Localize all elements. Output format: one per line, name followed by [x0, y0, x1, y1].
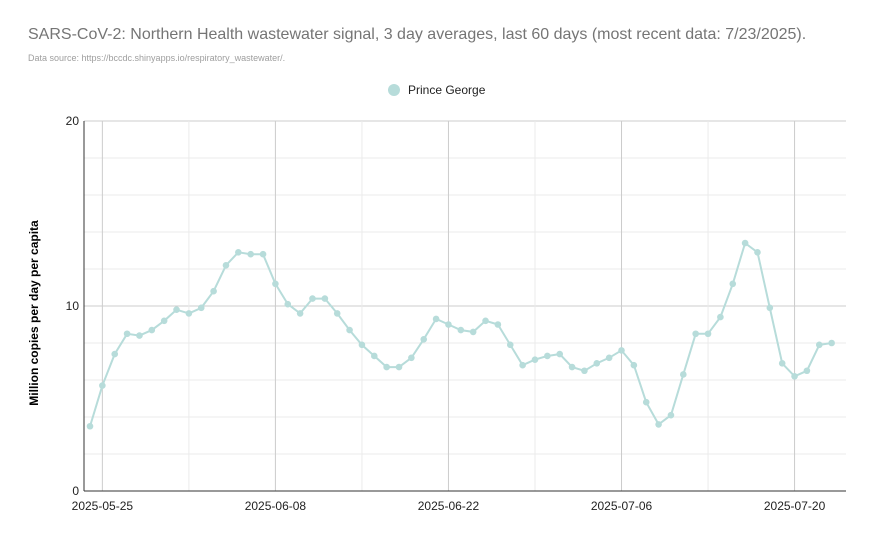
- data-point: [605, 354, 613, 362]
- data-point: [197, 304, 205, 312]
- data-point: [704, 330, 712, 338]
- data-point: [791, 373, 798, 380]
- data-point: [99, 382, 106, 389]
- data-point: [370, 352, 378, 360]
- chart-subtitle: Data source: https://bccdc.shinyapps.io/…: [28, 53, 286, 63]
- data-point: [655, 421, 662, 428]
- data-point: [754, 249, 761, 256]
- data-point: [284, 300, 292, 308]
- data-point: [321, 295, 329, 302]
- data-point: [432, 315, 440, 323]
- data-point: [519, 361, 526, 369]
- grid: [83, 120, 846, 492]
- data-point: [457, 326, 465, 334]
- x-tick-label: 2025-05-25: [72, 499, 134, 513]
- data-point: [309, 295, 316, 302]
- data-point: [296, 310, 304, 317]
- data-point: [729, 280, 737, 288]
- x-tick-label: 2025-06-22: [418, 499, 480, 513]
- data-point: [160, 317, 168, 325]
- data-point: [383, 363, 390, 371]
- series-prince-george: [86, 239, 835, 430]
- data-point: [581, 367, 588, 375]
- data-point: [568, 363, 576, 371]
- data-point: [222, 262, 230, 269]
- y-tick-label: 0: [72, 484, 79, 498]
- chart-title: SARS-CoV-2: Northern Health wastewater s…: [28, 26, 807, 43]
- data-point: [692, 330, 699, 338]
- data-point: [333, 310, 341, 317]
- data-point: [717, 313, 724, 321]
- legend-swatch: [388, 84, 400, 96]
- x-tick-label: 2025-07-06: [591, 499, 653, 513]
- data-point: [778, 360, 786, 367]
- data-point: [210, 287, 217, 295]
- data-point: [556, 350, 564, 358]
- data-point: [815, 341, 823, 349]
- data-point: [272, 280, 279, 288]
- data-point: [136, 332, 143, 339]
- data-point: [618, 347, 625, 354]
- data-point: [630, 361, 638, 369]
- series-line: [89, 241, 832, 427]
- data-point: [506, 341, 514, 349]
- y-tick-label: 10: [66, 299, 80, 313]
- x-tick-label: 2025-06-08: [245, 499, 307, 513]
- data-point: [828, 339, 835, 347]
- data-point: [420, 336, 428, 343]
- y-axis-label: Million copies per day per capita: [27, 220, 41, 406]
- data-point: [235, 249, 242, 256]
- axis-ticks: 0 10 20 2025-05-25 2025-06-08 2025-06-22 2025-…: [66, 114, 826, 513]
- data-point: [148, 326, 156, 334]
- data-point: [803, 367, 811, 375]
- data-point: [408, 354, 415, 362]
- x-tick-label: 2025-07-20: [764, 499, 826, 513]
- data-point: [86, 422, 94, 430]
- data-point: [544, 352, 551, 360]
- data-point: [259, 250, 267, 258]
- data-point: [531, 356, 539, 363]
- legend[interactable]: Prince George: [388, 82, 485, 98]
- data-point: [469, 328, 477, 336]
- data-point: [247, 250, 254, 258]
- data-point: [667, 411, 675, 419]
- data-point: [680, 371, 687, 378]
- data-point: [445, 321, 452, 328]
- data-point: [358, 341, 366, 349]
- data-point: [173, 306, 180, 314]
- data-point: [185, 310, 193, 317]
- data-point: [111, 350, 119, 358]
- legend-label: Prince George: [408, 83, 486, 97]
- data-point: [395, 363, 403, 371]
- data-point: [494, 321, 502, 328]
- data-point: [766, 304, 774, 312]
- data-point: [642, 398, 650, 406]
- data-point: [123, 330, 131, 338]
- y-tick-label: 20: [66, 114, 80, 128]
- data-point: [593, 360, 601, 367]
- data-point: [346, 326, 353, 334]
- data-point: [482, 317, 489, 325]
- data-point: [741, 239, 749, 247]
